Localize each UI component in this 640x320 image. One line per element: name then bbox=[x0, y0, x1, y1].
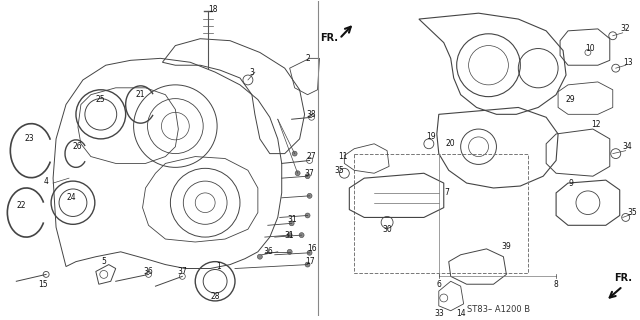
Text: FR.: FR. bbox=[614, 273, 632, 283]
Circle shape bbox=[287, 233, 292, 237]
Text: 28: 28 bbox=[211, 292, 220, 300]
Text: 9: 9 bbox=[568, 179, 573, 188]
Text: 37: 37 bbox=[305, 169, 314, 178]
Text: 19: 19 bbox=[426, 132, 436, 141]
Text: 27: 27 bbox=[307, 152, 316, 161]
Text: 7: 7 bbox=[444, 188, 449, 197]
Text: 22: 22 bbox=[17, 201, 26, 210]
Text: 35: 35 bbox=[335, 166, 344, 175]
Circle shape bbox=[305, 174, 310, 179]
Circle shape bbox=[305, 213, 310, 218]
Text: 39: 39 bbox=[502, 243, 511, 252]
Text: 5: 5 bbox=[101, 257, 106, 266]
Text: 32: 32 bbox=[621, 24, 630, 33]
Circle shape bbox=[299, 233, 304, 237]
Circle shape bbox=[305, 262, 310, 267]
Text: 6: 6 bbox=[436, 280, 441, 289]
Text: 20: 20 bbox=[446, 139, 456, 148]
Text: 36: 36 bbox=[143, 267, 154, 276]
Text: 23: 23 bbox=[24, 134, 34, 143]
Text: 16: 16 bbox=[307, 244, 316, 253]
Text: 18: 18 bbox=[209, 5, 218, 14]
Text: 10: 10 bbox=[585, 44, 595, 53]
Text: 33: 33 bbox=[434, 309, 444, 318]
Text: 26: 26 bbox=[72, 142, 82, 151]
Text: 13: 13 bbox=[623, 58, 632, 67]
Text: 25: 25 bbox=[96, 95, 106, 104]
Text: 31: 31 bbox=[285, 231, 294, 240]
Text: 30: 30 bbox=[382, 225, 392, 234]
Circle shape bbox=[292, 151, 297, 156]
Text: 38: 38 bbox=[307, 110, 316, 119]
Circle shape bbox=[295, 171, 300, 176]
Circle shape bbox=[257, 254, 262, 259]
Text: 1: 1 bbox=[216, 262, 220, 271]
Text: 8: 8 bbox=[554, 280, 559, 289]
Text: 3: 3 bbox=[250, 68, 254, 76]
Text: 2: 2 bbox=[305, 54, 310, 63]
Text: ST83– A1200 B: ST83– A1200 B bbox=[467, 305, 530, 314]
Text: 4: 4 bbox=[44, 177, 49, 186]
Text: 17: 17 bbox=[305, 257, 314, 266]
Text: 29: 29 bbox=[565, 95, 575, 104]
Text: 24: 24 bbox=[66, 193, 76, 202]
Text: 15: 15 bbox=[38, 280, 48, 289]
Text: 35: 35 bbox=[628, 208, 637, 217]
Text: 14: 14 bbox=[456, 309, 465, 318]
Text: 36: 36 bbox=[263, 247, 273, 256]
Text: 21: 21 bbox=[136, 90, 145, 99]
Text: 31: 31 bbox=[288, 215, 298, 224]
Text: 34: 34 bbox=[623, 142, 632, 151]
Circle shape bbox=[307, 193, 312, 198]
Text: 37: 37 bbox=[177, 267, 187, 276]
Text: 11: 11 bbox=[339, 152, 348, 161]
Circle shape bbox=[287, 249, 292, 254]
Text: FR.: FR. bbox=[321, 33, 339, 43]
Circle shape bbox=[289, 221, 294, 226]
Text: 12: 12 bbox=[591, 120, 600, 129]
Circle shape bbox=[307, 250, 312, 255]
